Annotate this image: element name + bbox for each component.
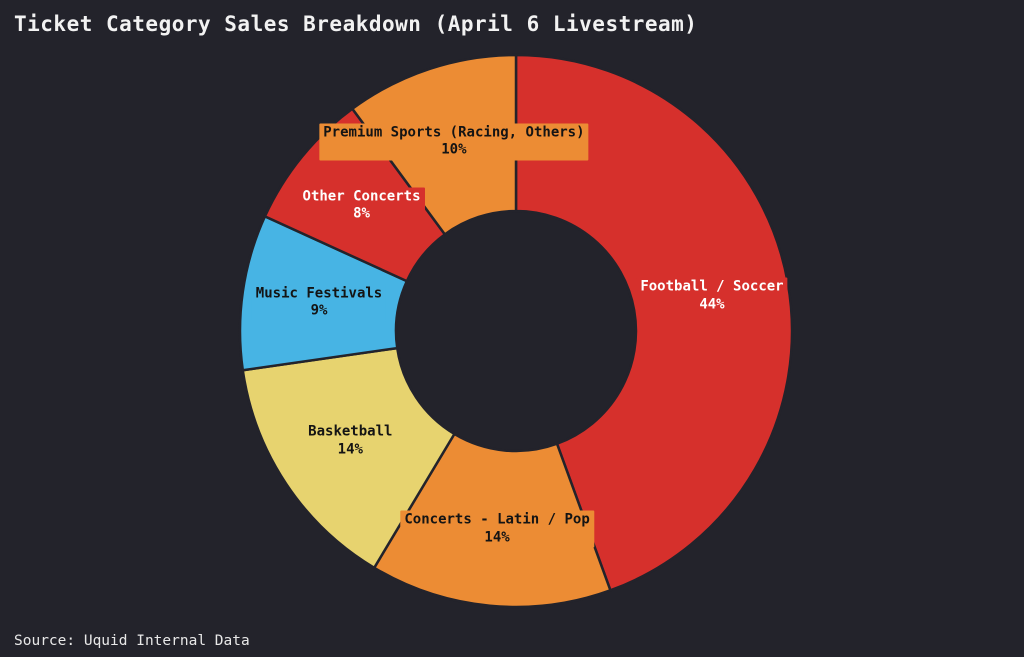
- slice-label-text: Music Festivals: [255, 285, 383, 302]
- slice-percent-text: 9%: [310, 302, 328, 319]
- slice-percent-text: 10%: [441, 141, 467, 158]
- source-caption: Source: Uquid Internal Data: [14, 633, 250, 649]
- slice-percent-text: 14%: [484, 529, 510, 546]
- slice-label-text: Premium Sports (Racing, Others): [323, 124, 585, 141]
- pie-slice-football-soccer: [514, 53, 794, 592]
- chart-title: Ticket Category Sales Breakdown (April 6…: [14, 12, 698, 36]
- slice-label-basketball: Basketball 14%: [304, 422, 397, 460]
- slice-label-text: Basketball: [308, 423, 393, 440]
- slice-label-premium-sports-racing-others: Premium Sports (Racing, Others) 10%: [319, 123, 589, 161]
- slice-label-text: Other Concerts: [302, 188, 421, 205]
- slice-label-text: Football / Soccer: [640, 278, 784, 295]
- slice-label-music-festivals: Music Festivals 9%: [251, 284, 387, 322]
- slice-label-football-soccer: Football / Soccer 44%: [636, 277, 788, 315]
- slice-label-other-concerts: Other Concerts 8%: [298, 187, 425, 225]
- slice-percent-text: 44%: [699, 296, 725, 313]
- slice-label-text: Concerts - Latin / Pop: [404, 511, 590, 528]
- slice-percent-text: 8%: [353, 205, 370, 222]
- slice-label-concerts-latin-pop: Concerts - Latin / Pop 14%: [400, 510, 594, 548]
- slice-percent-text: 14%: [337, 441, 363, 458]
